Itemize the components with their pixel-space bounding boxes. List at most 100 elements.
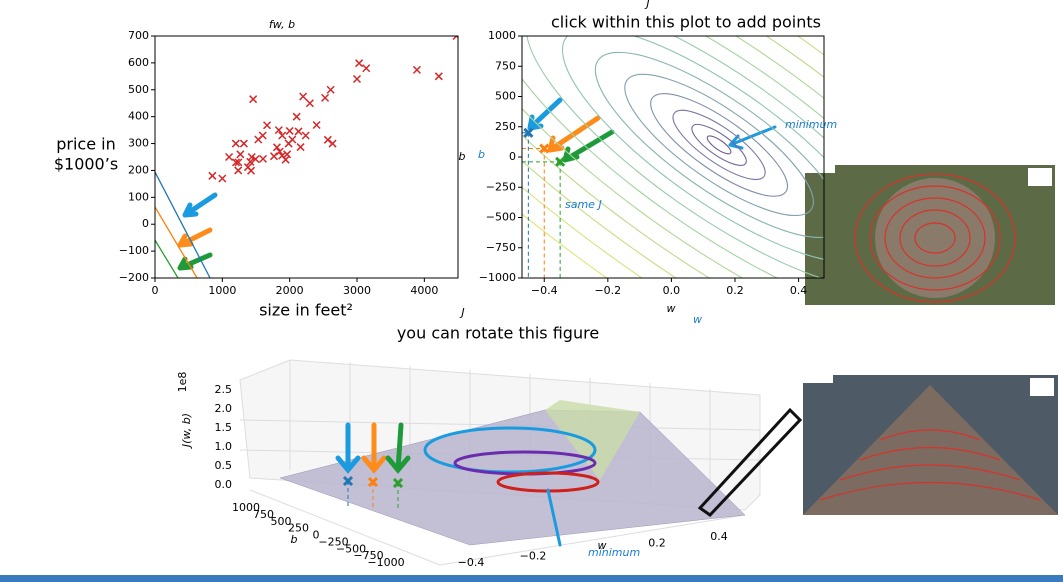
point: [269, 152, 279, 161]
point: [367, 476, 379, 488]
point: [342, 475, 354, 487]
model-line: [155, 171, 211, 278]
frame: [521, 35, 825, 279]
z-tick-label: 1.0: [215, 440, 233, 453]
chart-subtitle: click within this plot to add points: [551, 13, 821, 32]
point: [434, 72, 443, 81]
point: [243, 163, 252, 172]
z-tick-label: 1.5: [215, 421, 233, 434]
point: [251, 155, 260, 164]
point: [225, 152, 234, 162]
model-line: [155, 206, 198, 278]
y-tick-label: 1000: [488, 29, 516, 42]
y-tick-label: 250: [495, 120, 516, 133]
z-label: J(w, b): [180, 413, 193, 449]
w-tick-label: 0.4: [710, 530, 728, 543]
y-tick-label: 100: [128, 190, 149, 203]
photo-top: [805, 165, 1055, 305]
point: [208, 171, 217, 180]
y-tick-label: 500: [495, 90, 516, 103]
b-tick-label: −250: [318, 535, 348, 548]
y-tick-label: 600: [128, 56, 149, 69]
photo-bottom: [803, 375, 1058, 515]
surface-peak: [545, 400, 640, 480]
y-tick-label: 400: [128, 110, 149, 123]
plot-area: [522, 36, 824, 278]
y-tick-label: 0: [509, 150, 516, 163]
y-tick-label: −200: [119, 271, 149, 284]
point: [294, 127, 303, 136]
y-tick-label: 700: [128, 29, 149, 42]
y-tick-label: 0: [142, 217, 149, 230]
point: [231, 139, 240, 148]
x-tick-label: 0: [152, 284, 159, 297]
point: [249, 95, 258, 104]
point: [272, 143, 281, 152]
chart-title: fw, b: [269, 18, 295, 31]
point: [275, 147, 284, 156]
z-tick-label: 0.5: [215, 459, 233, 472]
point: [288, 135, 297, 144]
w-tick-label: −0.2: [520, 549, 547, 562]
x-tick-label: 0.2: [726, 284, 744, 297]
y-label: b: [459, 150, 466, 163]
b-tick-label: −1000: [367, 556, 404, 569]
x-tick-label: 2000: [276, 284, 304, 297]
point: [323, 135, 332, 144]
x-tick-label: 0.4: [790, 284, 808, 297]
point: [301, 131, 310, 140]
handwritten-note: same J: [565, 198, 602, 211]
x-tick-label: 1000: [208, 284, 236, 297]
x-tick-label: 0.0: [663, 284, 681, 297]
b-tick-label: 250: [288, 522, 309, 535]
point: [362, 64, 371, 73]
y-tick-label: −100: [119, 244, 149, 257]
contour: [672, 109, 766, 181]
handwritten-note: w: [693, 313, 702, 326]
contour: [522, 36, 824, 278]
contour: [650, 93, 789, 197]
point: [539, 143, 550, 154]
point: [254, 135, 263, 144]
point: [236, 150, 245, 159]
point: [355, 59, 364, 68]
point: [234, 158, 243, 167]
x-tick-label: −0.2: [594, 284, 621, 297]
point: [239, 139, 248, 148]
x-tick-label: −0.4: [531, 284, 558, 297]
point: [246, 157, 255, 166]
point: [452, 36, 458, 41]
y-tick-label: 750: [495, 59, 516, 72]
point: [321, 93, 330, 102]
x-tick-label: 3000: [343, 284, 371, 297]
y-label: $1000’s: [54, 155, 118, 174]
contour: [594, 51, 824, 238]
point: [392, 477, 404, 489]
y-tick-label: −250: [486, 180, 516, 193]
contour: [624, 73, 814, 217]
frame: [154, 35, 459, 279]
y-tick-label: −500: [486, 211, 516, 224]
y-tick-label: 300: [128, 137, 149, 150]
contour: [525, 36, 824, 278]
ink: [177, 97, 803, 547]
w-tick-label: 0.2: [648, 537, 666, 550]
b-tick-label: 1000: [232, 501, 260, 514]
chart-title: J: [644, 0, 649, 10]
point: [218, 174, 227, 183]
x-label: w: [598, 539, 607, 552]
point: [412, 65, 421, 74]
handwritten-note: minimum: [588, 546, 640, 559]
point: [263, 121, 272, 130]
surface: [279, 409, 746, 546]
z-tick-label: 2.0: [215, 402, 233, 415]
model-line: [155, 239, 179, 278]
point: [278, 131, 287, 140]
z-tick-label: 0.0: [215, 478, 233, 491]
point: [274, 126, 283, 135]
contour: [522, 36, 824, 278]
plot-area: [155, 36, 458, 278]
b-tick-label: 750: [253, 508, 274, 521]
point: [247, 152, 256, 162]
